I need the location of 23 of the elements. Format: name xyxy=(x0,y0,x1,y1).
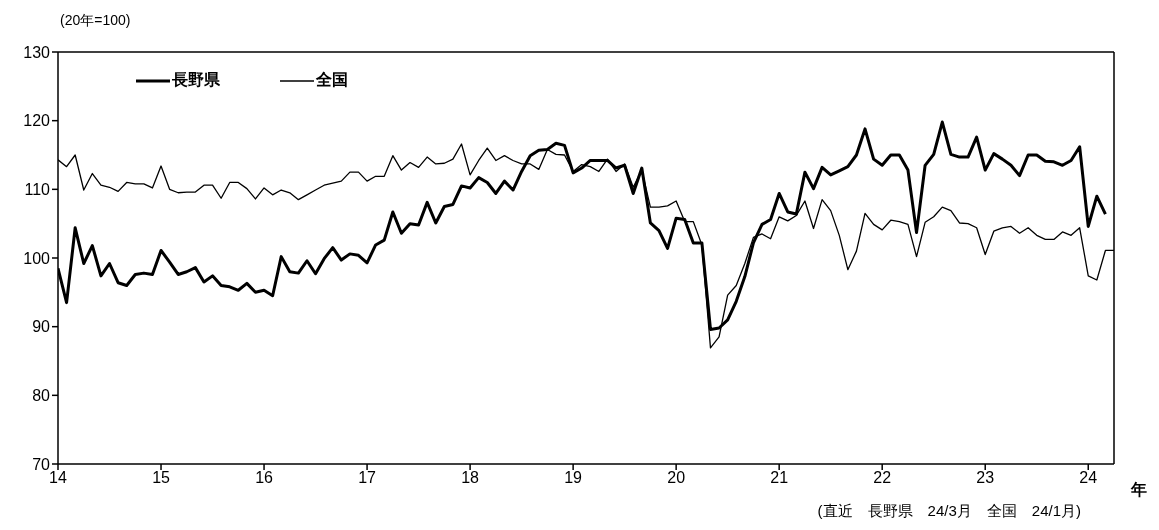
y-tick-label: 70 xyxy=(32,455,51,473)
y-axis-title: (20年=100) xyxy=(60,12,131,30)
y-tick-label: 110 xyxy=(24,181,51,199)
y-tick-label: 80 xyxy=(32,387,51,405)
x-tick-label: 15 xyxy=(152,469,171,487)
y-tick-label: 100 xyxy=(23,249,51,267)
x-tick-label: 22 xyxy=(873,469,892,487)
legend-label: 全国 xyxy=(316,70,348,90)
text: (直近 長野県 24/3月 全国 24/1月) xyxy=(817,502,1081,521)
y-tick-label: 130 xyxy=(23,43,51,61)
x-tick-label: 21 xyxy=(770,469,789,487)
x-tick-label: 19 xyxy=(564,469,583,487)
x-tick-label: 18 xyxy=(461,469,480,487)
x-tick-label: 16 xyxy=(255,469,274,487)
legend-label: 長野県 xyxy=(172,70,220,90)
x-tick-label: 20 xyxy=(667,469,686,487)
x-tick-label: 24 xyxy=(1079,469,1098,487)
y-tick-label: 120 xyxy=(23,112,51,130)
x-tick-label: 23 xyxy=(976,469,995,487)
x-axis-title: 年 xyxy=(1131,480,1147,500)
y-tick-label: 90 xyxy=(32,318,51,336)
x-tick-label: 14 xyxy=(49,469,67,487)
x-tick-label: 17 xyxy=(358,469,377,487)
